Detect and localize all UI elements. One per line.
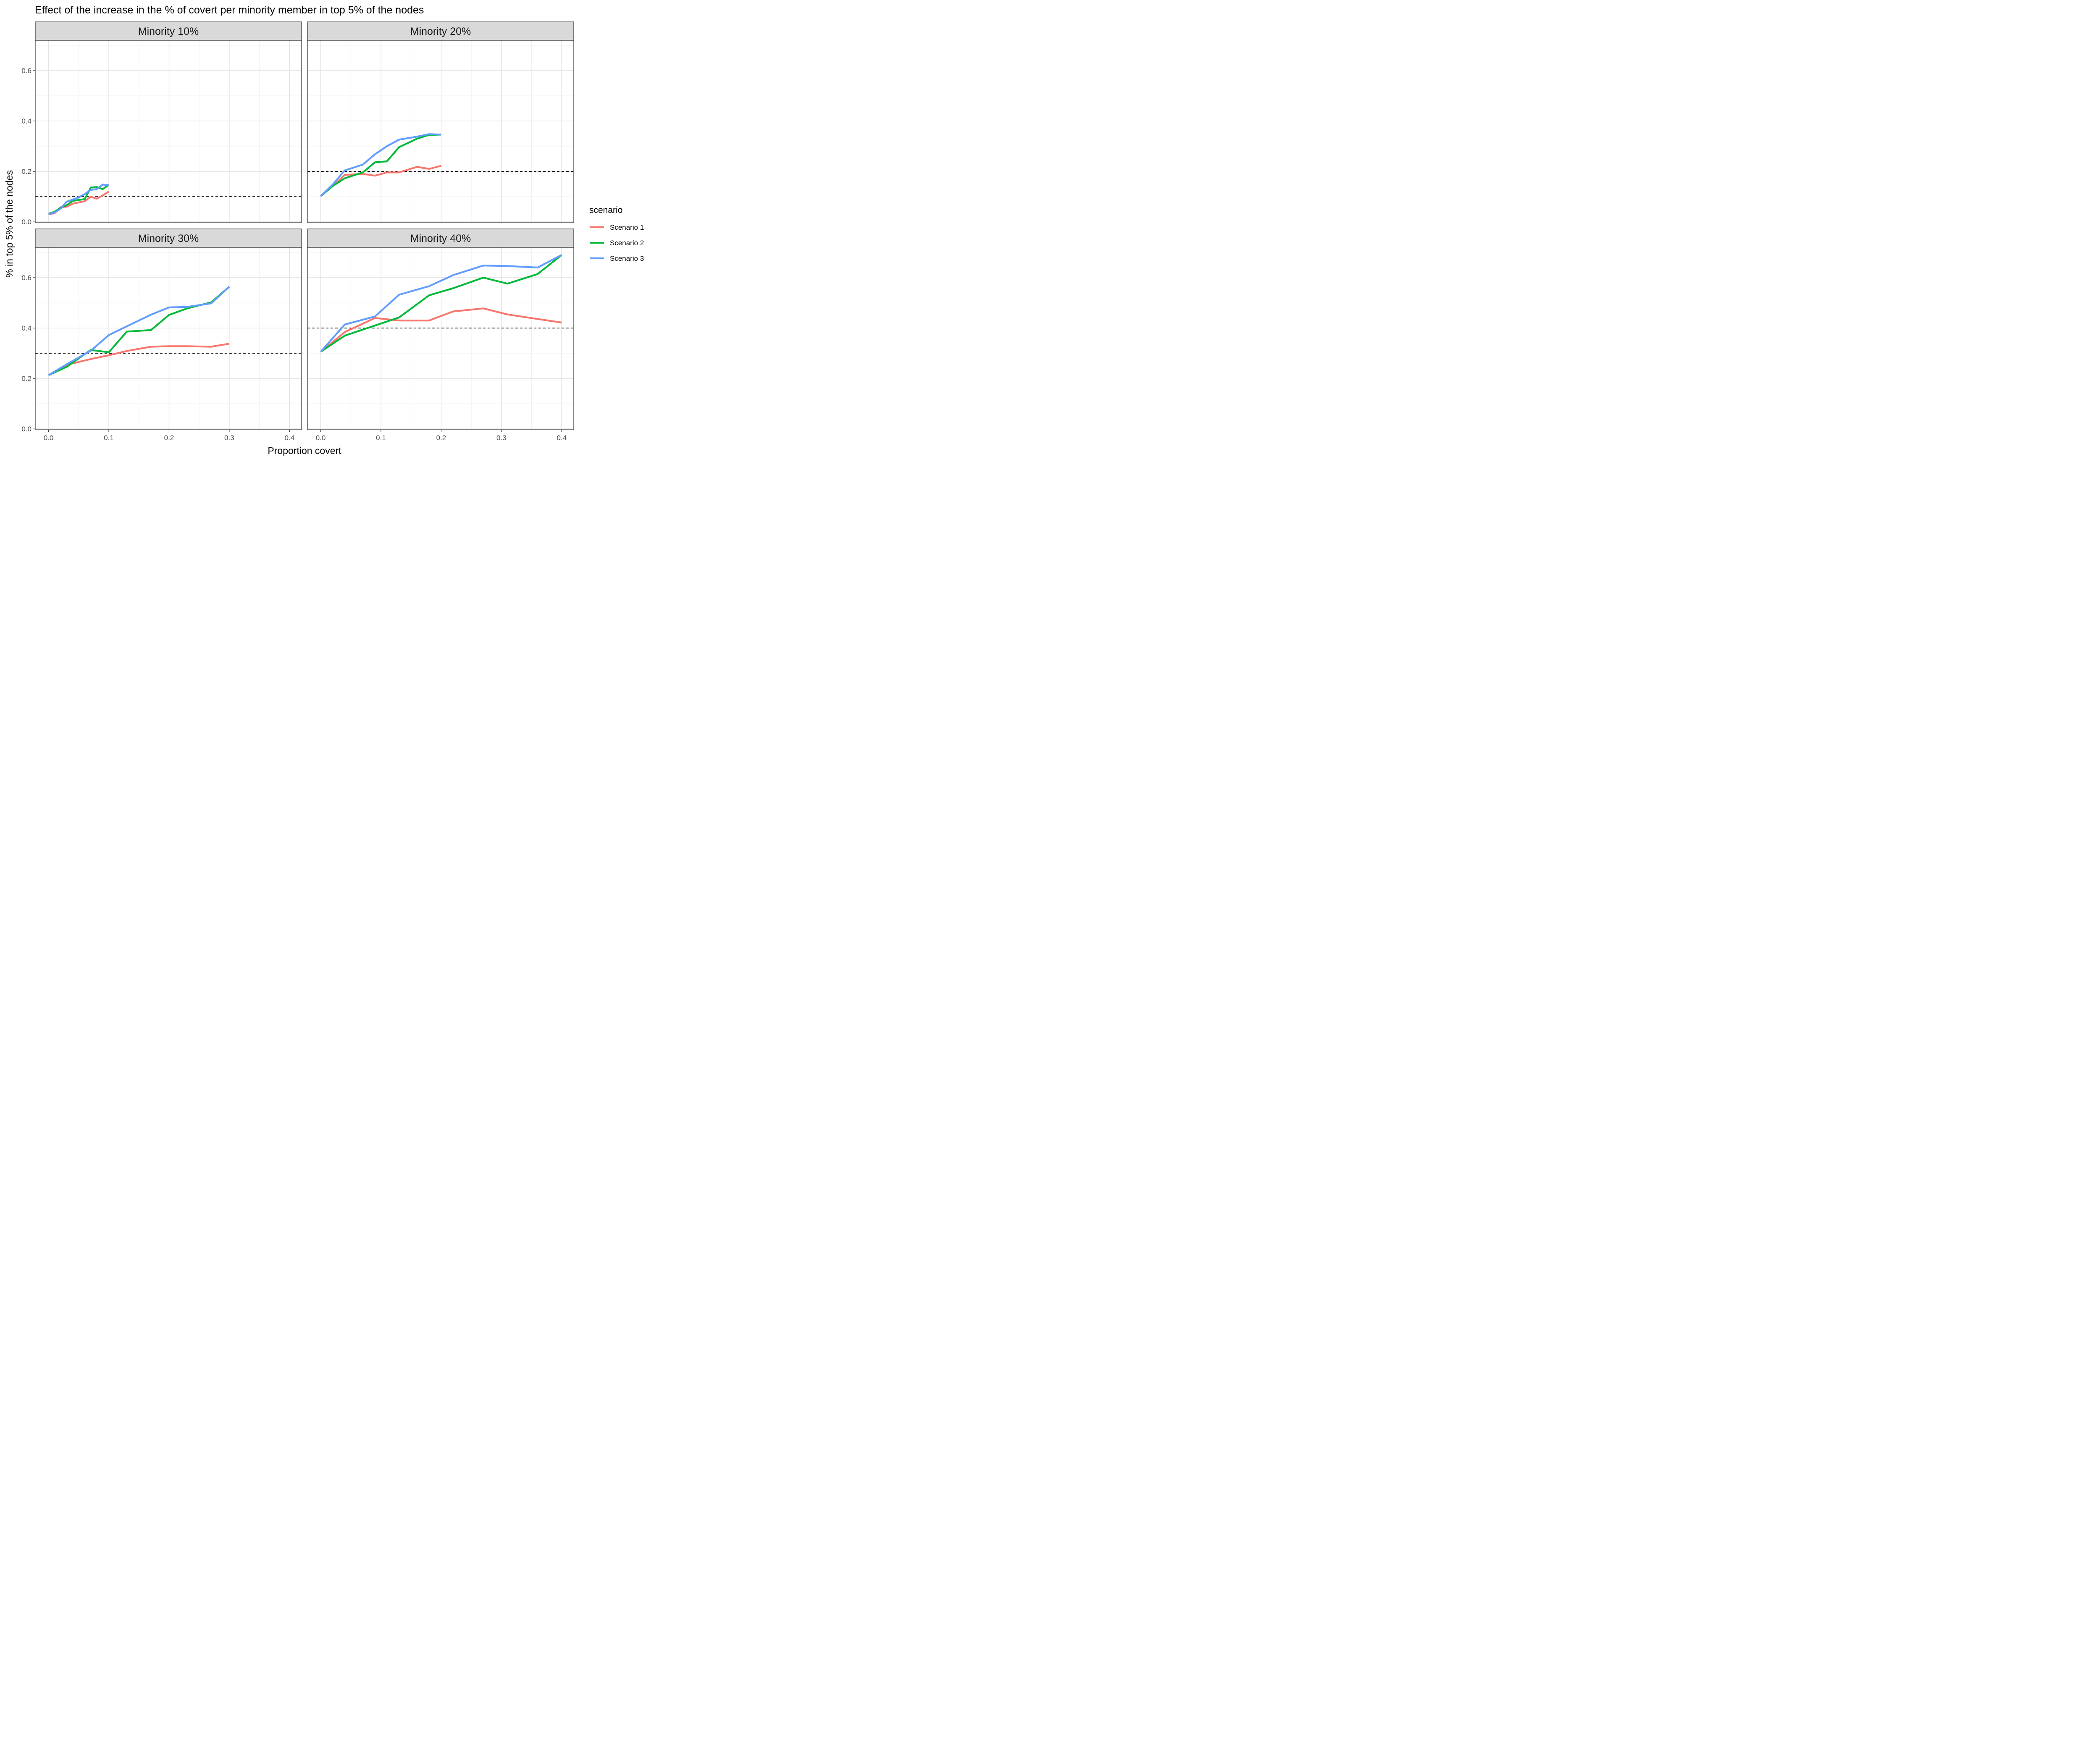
series-line-scenario-2 — [320, 254, 562, 353]
x-tick-label: 0.3 — [496, 434, 507, 442]
panel-3: Minority 30% 0.0 0.2 0.4 0.6 0.0 0.1 0.2 0.3 0.4 — [21, 228, 302, 442]
x-tick-label: 0.4 — [556, 434, 567, 442]
x-tick-label: 0.2 — [436, 434, 446, 442]
panel-4: Minority 40% 0.0 0.1 0.2 0.3 0.4 — [307, 228, 574, 442]
y-tick-label: 0.4 — [21, 324, 32, 332]
legend-label-3: Scenario 3 — [610, 255, 644, 262]
facet-strip — [307, 21, 574, 41]
facet-strip — [307, 228, 574, 248]
y-tick-label: 0.6 — [21, 274, 32, 282]
x-tick-label: 0.1 — [104, 434, 114, 442]
facet-strip — [35, 228, 302, 248]
y-tick-label: 0.4 — [21, 117, 32, 125]
y-tick-label: 0.2 — [21, 375, 32, 383]
x-tick-label: 0.3 — [224, 434, 234, 442]
series-line-scenario-1 — [48, 343, 230, 376]
y-tick-label: 0.6 — [21, 67, 32, 75]
y-tick-label: 0.0 — [21, 218, 32, 226]
series-line-scenario-3 — [48, 184, 109, 215]
legend-title: scenario — [589, 205, 622, 215]
y-axis-label: % in top 5% of the nodes — [4, 170, 15, 278]
facet-strip-label: Minority 40% — [410, 233, 471, 244]
facet-strip-label: Minority 30% — [138, 233, 199, 244]
panel-2: Minority 20% — [307, 21, 574, 223]
x-tick-label: 0.2 — [164, 434, 174, 442]
panel-background — [35, 247, 302, 430]
chart-legend: scenario Scenario 1 Scenario 2 Scenario 3 — [589, 205, 644, 262]
x-tick-label: 0.4 — [284, 434, 294, 442]
series-line-scenario-1 — [320, 307, 562, 353]
y-tick-label: 0.0 — [21, 425, 32, 433]
series-line-scenario-3 — [320, 254, 562, 352]
facet-strip — [35, 21, 302, 41]
facet-strip-label: Minority 10% — [138, 26, 199, 37]
panel-background — [307, 40, 574, 223]
panel-1: Minority 10% 0.0 0.2 0.4 0.6 — [21, 21, 302, 226]
legend-label-2: Scenario 2 — [610, 239, 644, 247]
x-tick-label: 0.1 — [376, 434, 386, 442]
x-tick-label: 0.0 — [44, 434, 54, 442]
series-line-scenario-1 — [320, 165, 441, 197]
series-line-scenario-3 — [48, 286, 230, 376]
facet-strip-label: Minority 20% — [410, 26, 471, 37]
x-tick-label: 0.0 — [316, 434, 326, 442]
chart-panels: Minority 10% 0.0 0.2 0.4 0.6 Minority 20% Mino… — [21, 21, 574, 442]
y-tick-label: 0.2 — [21, 168, 32, 176]
chart-title: Effect of the increase in the % of cover… — [35, 4, 424, 16]
series-line-scenario-3 — [320, 133, 441, 197]
series-line-scenario-2 — [320, 134, 441, 197]
panel-background — [35, 40, 302, 223]
legend-label-1: Scenario 1 — [610, 223, 644, 231]
x-axis-label: Proportion covert — [268, 445, 341, 456]
faceted-line-chart: Effect of the increase in the % of cover… — [4, 4, 644, 456]
